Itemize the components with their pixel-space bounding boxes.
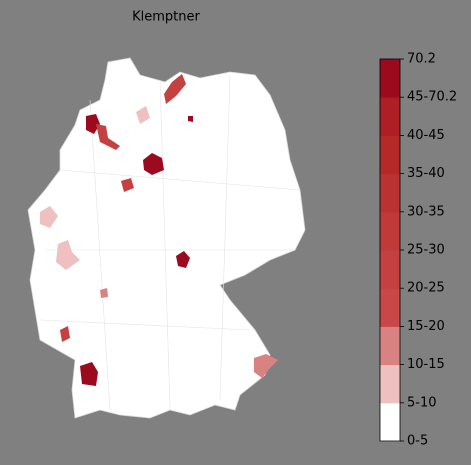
district <box>96 124 120 150</box>
colorbar-label: 5-10 <box>407 395 437 410</box>
colorbar-label: 30-35 <box>407 204 445 219</box>
district <box>56 240 80 270</box>
colorbar: 0-5 5-10 10-15 15-20 20-25 25-30 30-35 35-40 40-… <box>379 52 457 449</box>
colorbar-segment <box>380 59 400 98</box>
district <box>164 74 186 104</box>
colorbar-label: 0-5 <box>407 434 428 449</box>
colorbar-segment <box>380 288 400 327</box>
colorbar-segment <box>380 135 400 175</box>
district <box>143 153 164 175</box>
district <box>188 116 193 122</box>
colorbar-segment <box>380 364 400 404</box>
colorbar-label: 10-15 <box>407 357 445 372</box>
colorbar-label: 40-45 <box>407 128 445 143</box>
district <box>80 362 98 386</box>
district <box>60 326 70 342</box>
district <box>136 106 150 124</box>
district <box>100 288 108 298</box>
colorbar-label: 15-20 <box>407 319 445 334</box>
colorbar-segment <box>380 211 400 251</box>
colorbar-label: 25-30 <box>407 243 445 258</box>
district <box>86 114 100 134</box>
colorbar-segment <box>380 250 400 289</box>
highlighted-districts <box>40 74 278 386</box>
map-title: Klemptner <box>132 10 200 25</box>
colorbar-label: 45-70.2 <box>407 90 457 105</box>
colorbar-segment <box>380 326 400 366</box>
country-outline <box>27 57 306 419</box>
district <box>40 206 58 228</box>
district <box>121 178 134 192</box>
colorbar-segment <box>380 173 400 213</box>
colorbar-label: 20-25 <box>407 281 445 296</box>
germany-map <box>27 57 306 419</box>
colorbar-label: 70.2 <box>407 52 436 67</box>
colorbar-label: 35-40 <box>407 166 445 181</box>
district <box>254 354 278 378</box>
district <box>176 251 190 268</box>
colorbar-segment <box>380 402 400 442</box>
colorbar-segment <box>380 97 400 136</box>
district-lines <box>39 74 301 411</box>
